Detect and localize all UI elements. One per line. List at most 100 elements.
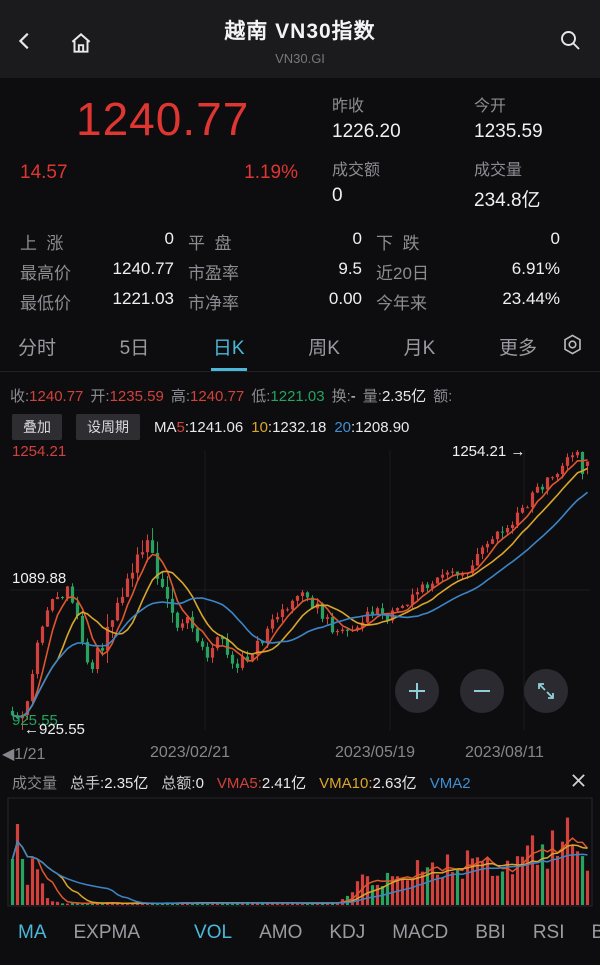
stats-cell: 市净率 0.00 bbox=[188, 289, 376, 314]
volume-legend-item: 总额:0 bbox=[161, 775, 204, 792]
chart-low-annotation: ←925.55 bbox=[24, 721, 85, 738]
date-axis: ◀1/21 2023/02/21 2023/05/19 2023/08/11 bbox=[0, 742, 600, 768]
indicator-tab-KDJ[interactable]: KDJ bbox=[329, 922, 366, 943]
volume-legend-item: VMA2 bbox=[430, 775, 471, 792]
indicator-tab-bar: MAEXPMAVOLAMOKDJMACDBBIRSIBIASW& bbox=[0, 908, 600, 958]
stats-cell: 最高价 1240.77 bbox=[20, 259, 188, 284]
plus-icon bbox=[409, 683, 425, 699]
quote-field: 昨收 1226.20 bbox=[332, 92, 474, 143]
zoom-in-button[interactable] bbox=[395, 669, 439, 713]
indicator-tab-MACD[interactable]: MACD bbox=[392, 922, 449, 943]
close-volume-button[interactable] bbox=[569, 773, 588, 792]
chart-min-label: 925.55 bbox=[12, 712, 58, 729]
quote-field-label: 昨收 bbox=[332, 98, 365, 115]
quote-field: 成交额 0 bbox=[332, 156, 474, 212]
stats-label: 下 跌 bbox=[376, 233, 420, 253]
ma-value: :1232.18 bbox=[267, 418, 327, 436]
home-button[interactable] bbox=[68, 30, 94, 61]
ohlc-item: 高:1240.77 bbox=[171, 385, 244, 406]
period-tab-5日[interactable]: 5日 bbox=[119, 337, 150, 359]
period-tab-月K[interactable]: 月K bbox=[403, 337, 436, 359]
ohlc-value: - bbox=[350, 388, 356, 405]
quote-field-label: 今开 bbox=[474, 98, 507, 115]
stats-label: 近20日 bbox=[376, 263, 429, 283]
volume-legend-value: 2.41亿 bbox=[261, 774, 307, 792]
ohlc-label: 开: bbox=[90, 388, 110, 405]
search-button[interactable] bbox=[558, 28, 582, 57]
chart-max-label: 1254.21 bbox=[12, 443, 67, 460]
candlestick-chart[interactable]: 1254.21 1254.21 → 1089.88 925.55 ←925.55 bbox=[0, 442, 600, 742]
price-change-pct: 1.19% bbox=[244, 162, 298, 183]
period-tab-bar: 分时 5日 日K 周K 月K 更多 bbox=[0, 322, 600, 372]
quote-field-value: 234.8亿 bbox=[474, 190, 541, 211]
volume-legend-label: VMA10: bbox=[319, 774, 373, 792]
indicator-tab-EXPMA[interactable]: EXPMA bbox=[73, 922, 141, 943]
ma-name: 10 bbox=[251, 418, 268, 436]
ma-value: :1208.90 bbox=[351, 418, 410, 436]
volume-legend-value: 2.63亿 bbox=[372, 774, 417, 792]
date-tick: 2023/08/11 bbox=[465, 744, 544, 761]
period-tab-周K[interactable]: 周K bbox=[308, 337, 340, 359]
stats-row: 最高价 1240.77 市盈率 9.5 近20日 6.91% bbox=[20, 256, 580, 286]
indicator-tab-BIAS[interactable]: BIAS bbox=[591, 922, 600, 943]
stats-cell: 市盈率 9.5 bbox=[188, 259, 376, 284]
stats-label: 上 涨 bbox=[20, 233, 64, 253]
ohlc-value: 2.35亿 bbox=[381, 388, 427, 405]
stats-cell: 近20日 6.91% bbox=[376, 259, 560, 284]
overlay-button[interactable]: 叠加 bbox=[12, 414, 62, 440]
volume-legend-value: 2.35亿 bbox=[104, 774, 149, 792]
volume-legend-label: VMA5: bbox=[216, 774, 262, 792]
indicator-tab-VOL[interactable]: VOL bbox=[194, 922, 233, 943]
quote-field-label: 成交额 bbox=[332, 162, 381, 179]
chart-mid-label: 1089.88 bbox=[12, 570, 67, 587]
period-tab-更多[interactable]: 更多 bbox=[498, 337, 537, 359]
ohlc-item: 开:1235.59 bbox=[90, 385, 163, 406]
stats-label: 最高价 bbox=[20, 263, 71, 283]
ohlc-item: 换:- bbox=[332, 385, 356, 406]
expand-chart-button[interactable] bbox=[524, 669, 568, 713]
last-price: 1240.77 bbox=[76, 93, 250, 145]
expand-icon bbox=[538, 683, 554, 699]
period-tab-分时[interactable]: 分时 bbox=[18, 337, 57, 359]
title-block: 越南 VN30指数 VN30.GI bbox=[0, 13, 600, 66]
search-icon bbox=[561, 31, 580, 50]
candlestick-chart-svg bbox=[10, 450, 590, 730]
indicator-tab-MA[interactable]: MA bbox=[18, 922, 47, 943]
zoom-out-button[interactable] bbox=[460, 669, 504, 713]
ohlc-item: 量:2.35亿 bbox=[363, 385, 426, 406]
minus-icon bbox=[474, 690, 490, 692]
quote-fields-grid: 昨收 1226.20 今开 1235.59 成交额 0 成交量 234.8亿 bbox=[332, 92, 580, 212]
stats-label: 今年来 bbox=[376, 293, 427, 313]
ohlc-value: 1221.03 bbox=[270, 388, 325, 405]
indicator-tab-RSI[interactable]: RSI bbox=[532, 922, 565, 943]
ma-name: 5 bbox=[176, 418, 185, 436]
volume-chart[interactable] bbox=[0, 796, 600, 908]
stats-row: 最低价 1221.03 市净率 0.00 今年来 23.44% bbox=[20, 286, 580, 316]
volume-header: 成交量 总手:2.35亿 总额:0 VMA5:2.41亿 VMA10:2.63亿 VMA… bbox=[0, 768, 600, 796]
stats-label: 最低价 bbox=[20, 293, 71, 313]
stats-value: 1221.03 bbox=[112, 288, 174, 308]
quote-field-value: 1235.59 bbox=[474, 121, 543, 142]
back-button[interactable] bbox=[14, 30, 36, 57]
period-tabs: 分时 5日 日K 周K 月K 更多 bbox=[16, 323, 539, 371]
volume-title: 成交量 bbox=[12, 774, 58, 792]
chart-settings-button[interactable] bbox=[561, 333, 584, 361]
stats-cell: 下 跌 0 bbox=[376, 229, 560, 254]
volume-legend-item: VMA10:2.63亿 bbox=[319, 775, 417, 792]
ma-name: 20 bbox=[334, 418, 351, 436]
stats-cell: 上 涨 0 bbox=[20, 229, 188, 254]
volume-legend-item: 总手:2.35亿 bbox=[70, 775, 148, 792]
volume-legend-label: VMA2 bbox=[429, 774, 471, 792]
ticker-code: VN30.GI bbox=[275, 50, 325, 66]
quote-section: 1240.77 14.57 1.19% 昨收 1226.20 今开 1235.59 成交… bbox=[0, 78, 600, 218]
overlay-row: 叠加 设周期 MA5:1241.06 10:1232.18 20:1208.90 bbox=[0, 414, 600, 440]
quote-field: 今开 1235.59 bbox=[474, 92, 580, 143]
ohlc-item: 低:1221.03 bbox=[251, 385, 324, 406]
set-period-button[interactable]: 设周期 bbox=[76, 414, 140, 440]
indicator-tab-AMO[interactable]: AMO bbox=[259, 922, 303, 943]
period-tab-日K[interactable]: 日K bbox=[210, 323, 247, 371]
close-icon bbox=[572, 773, 585, 787]
ohlc-label: 量: bbox=[362, 388, 382, 405]
quote-field-value: 1226.20 bbox=[332, 121, 401, 142]
indicator-tab-BBI[interactable]: BBI bbox=[475, 922, 506, 943]
